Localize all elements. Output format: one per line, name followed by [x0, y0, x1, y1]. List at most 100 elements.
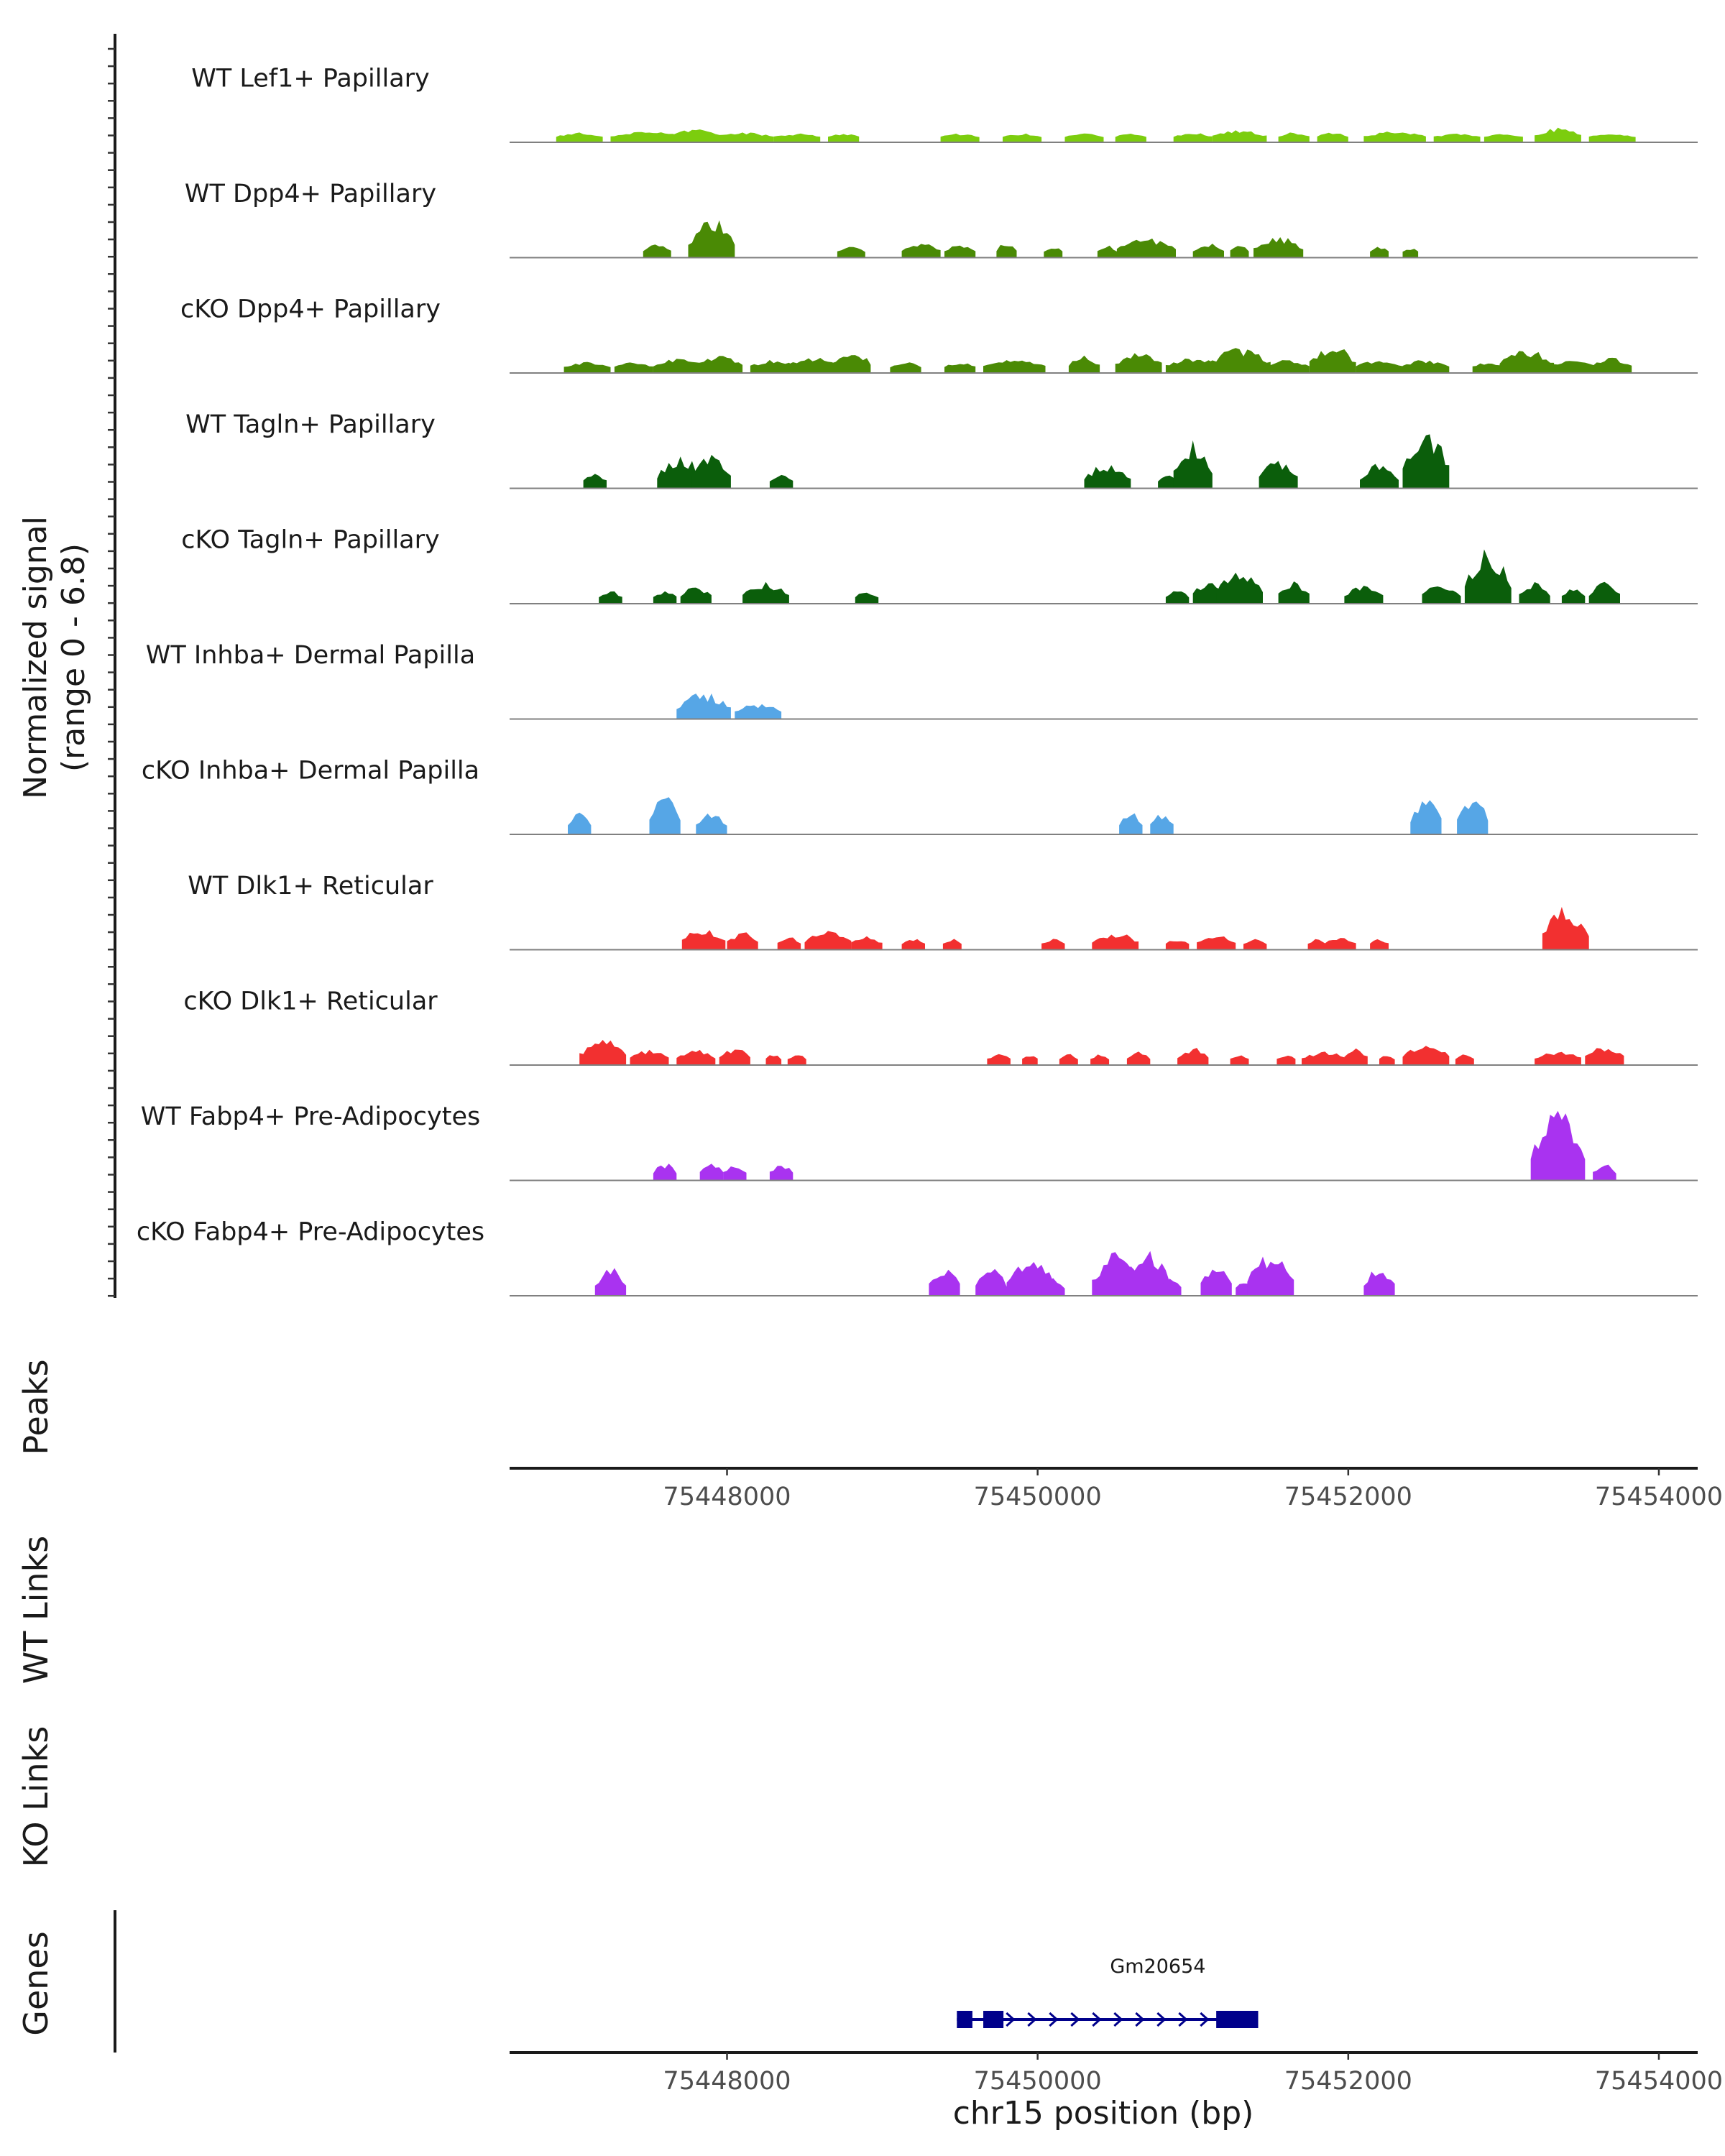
coverage-peak: [1165, 591, 1190, 604]
coverage-peak: [676, 1049, 716, 1065]
coverage-peak: [1422, 586, 1461, 604]
coverage-peak: [610, 132, 689, 142]
coverage-peak: [1254, 237, 1304, 258]
gene-model: Gm20654: [957, 1955, 1259, 2028]
coverage-peak: [649, 797, 681, 834]
x-tick-label: 75450000: [974, 2067, 1102, 2096]
coverage-peak: [1041, 939, 1065, 950]
coverage-peak: [1173, 133, 1213, 142]
track-5: cKO Tagln+ Papillary: [181, 526, 1698, 604]
coverage-peak: [1003, 133, 1042, 142]
coverage-peak: [1588, 134, 1636, 142]
coverage-peak: [653, 1164, 677, 1181]
x-tick-label: 75448000: [663, 1483, 791, 1511]
coverage-peak: [1200, 1269, 1232, 1296]
coverage-peak: [1150, 814, 1174, 834]
coverage-peak: [583, 474, 607, 489]
coverage-peak: [599, 591, 622, 604]
coverage-peak: [1116, 238, 1176, 258]
track-label: cKO Fabp4+ Pre-Adipocytes: [137, 1218, 484, 1247]
coverage-peak: [1402, 360, 1450, 373]
genes-panel-title: Genes: [17, 1931, 55, 2035]
strand-arrow: [1178, 2012, 1188, 2027]
coverage-peak: [1535, 127, 1581, 142]
coverage-peak: [828, 134, 860, 142]
coverage-peak: [837, 247, 865, 258]
coverage-peak: [1165, 941, 1190, 950]
coverage-peak: [653, 591, 677, 604]
coverage-peak: [1550, 361, 1597, 373]
coverage-peak: [1455, 1054, 1474, 1065]
x-axis-title: chr15 position (bp): [953, 2095, 1254, 2132]
track-9: cKO Dlk1+ Reticular: [183, 987, 1698, 1066]
coverage-peak: [676, 694, 731, 719]
strand-arrow: [1049, 2012, 1059, 2027]
coverage-peak: [901, 244, 941, 258]
coverage-peak: [1593, 1164, 1616, 1181]
track-label: WT Dpp4+ Papillary: [185, 180, 436, 208]
coverage-peak: [1278, 581, 1310, 604]
coverage-peak: [1370, 247, 1389, 258]
coverage-peak: [1530, 1110, 1586, 1181]
coverage-peak: [1006, 1262, 1054, 1296]
track-4: WT Tagln+ Papillary: [185, 410, 1698, 489]
coverage-peak: [1123, 1250, 1170, 1296]
coverage-peak: [1041, 1278, 1065, 1296]
coverage-peak: [1379, 1056, 1395, 1065]
strand-arrow: [1113, 2012, 1123, 2027]
coverage-peak: [1402, 1046, 1450, 1065]
coverage-peak: [1084, 465, 1131, 489]
track-label: WT Lef1+ Papillary: [191, 65, 430, 93]
coverage-peak: [735, 704, 782, 719]
track-7: cKO Inhba+ Dermal Papilla: [142, 757, 1698, 835]
coverage-peak: [1276, 1055, 1296, 1065]
coverage-peak: [1307, 939, 1327, 950]
coverage-peak: [944, 363, 976, 373]
coverage-peak: [1115, 353, 1162, 373]
coverage-peak: [564, 361, 611, 373]
track-label: cKO Inhba+ Dermal Papilla: [142, 757, 479, 786]
strand-arrow: [1027, 2012, 1037, 2027]
coverage-peak: [1177, 1048, 1209, 1065]
coverage-peak: [711, 132, 774, 142]
x-tick-label: 75452000: [1284, 2067, 1412, 2096]
coverage-peak: [653, 359, 708, 373]
coverage-peak: [1309, 349, 1356, 373]
coverage-peak: [987, 1054, 1011, 1065]
coverage-peak: [594, 1268, 627, 1296]
coverage-peak: [1356, 361, 1403, 373]
coverage-peak: [1278, 132, 1310, 142]
signal-range-subtitle: (range 0 - 6.8): [55, 543, 92, 772]
coverage-peak: [1317, 132, 1348, 142]
coverage-peak: [1325, 938, 1356, 950]
coverage-peak: [785, 358, 840, 373]
coverage-peak: [942, 939, 962, 950]
coverage-peak: [1472, 363, 1504, 373]
coverage-peak: [568, 812, 592, 834]
gene-exon: [957, 2011, 972, 2028]
coverage-peak: [1464, 549, 1512, 604]
x-tick-label: 75452000: [1284, 1483, 1412, 1511]
coverage-peak: [1585, 1048, 1624, 1065]
coverage-peak: [1433, 134, 1481, 142]
coverage-peak: [696, 356, 743, 373]
coverage-peak: [944, 245, 976, 258]
coverage-peak: [1119, 813, 1143, 834]
coverage-peak: [1216, 572, 1263, 604]
track-10: WT Fabp4+ Pre-Adipocytes: [141, 1102, 1698, 1181]
coverage-peak: [890, 362, 921, 373]
coverage-peak: [773, 133, 821, 142]
genes-x-ticks: 75448000 75450000 75452000 75454000: [663, 2053, 1723, 2096]
track-label: WT Inhba+ Dermal Papilla: [146, 641, 475, 670]
coverage-peak: [777, 937, 801, 950]
coverage-peak: [680, 587, 712, 604]
coverage-peak: [1344, 1048, 1368, 1065]
coverage-peak: [1126, 1051, 1151, 1065]
coverage-peak: [723, 1166, 747, 1181]
coverage-peak: [1519, 582, 1550, 604]
coverage-peak: [691, 454, 731, 489]
gene-exon: [983, 2011, 1004, 2028]
coverage-peak: [983, 360, 1046, 373]
coverage-peak: [688, 220, 735, 258]
coverage-peak: [1363, 132, 1426, 142]
